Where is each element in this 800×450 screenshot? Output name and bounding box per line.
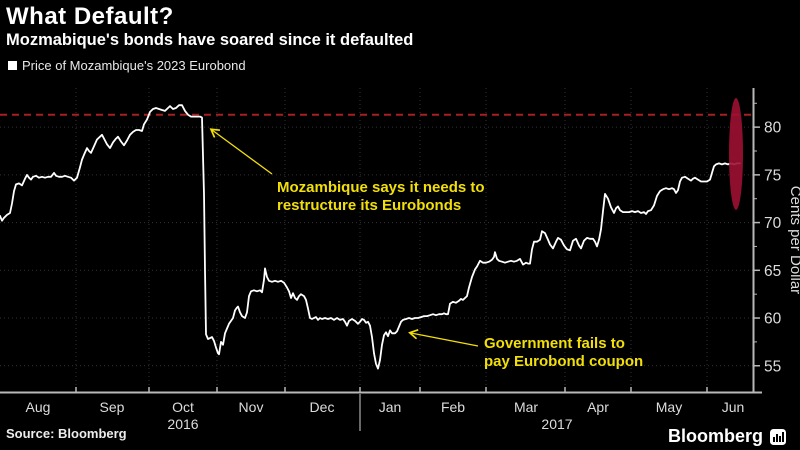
bloomberg-logo: Bloomberg (668, 426, 786, 447)
y-tick-label: 60 (764, 311, 782, 328)
bloomberg-terminal-icon (770, 428, 786, 445)
y-tick-label: 80 (764, 120, 782, 137)
chart-subtitle: Mozmabique's bonds have soared since it … (6, 31, 414, 49)
x-tick-label: Dec (310, 399, 335, 415)
legend: Price of Mozambique's 2023 Eurobond (8, 58, 246, 73)
y-tick-label: 55 (764, 358, 781, 375)
x-tick-label: May (656, 399, 682, 415)
x-tick-label: Mar (514, 399, 538, 415)
annotation-restructure-eurobonds: Mozambique says it needs to restructure … (277, 179, 485, 214)
legend-label: Price of Mozambique's 2023 Eurobond (22, 58, 246, 73)
y-tick-label: 65 (764, 263, 781, 280)
price-line (0, 104, 741, 370)
x-tick-label: Aug (26, 399, 51, 415)
x-tick-label: Jan (379, 399, 402, 415)
x-tick-label: Oct (172, 399, 194, 415)
page-title: What Default? (6, 3, 174, 30)
year-label: 2016 (167, 416, 198, 432)
bloomberg-wordmark: Bloomberg (667, 426, 763, 446)
year-label: 2017 (541, 416, 572, 432)
x-tick-label: Sep (100, 399, 125, 415)
source-label: Source: Bloomberg (6, 426, 127, 441)
y-tick-label: 70 (764, 215, 782, 232)
annotation-arrow (411, 333, 479, 347)
y-axis-title: Cents per Dollar (787, 186, 800, 294)
annotation-arrow (212, 130, 273, 175)
x-tick-label: Feb (441, 399, 465, 415)
x-tick-label: Nov (239, 399, 264, 415)
current-price-highlight-ellipse (729, 98, 743, 210)
y-tick-label: 75 (764, 167, 781, 184)
annotation-coupon-default: Government fails to pay Eurobond coupon (484, 335, 644, 370)
x-tick-label: Apr (587, 399, 609, 415)
legend-square-icon (8, 61, 17, 70)
x-tick-label: Jun (722, 399, 745, 415)
